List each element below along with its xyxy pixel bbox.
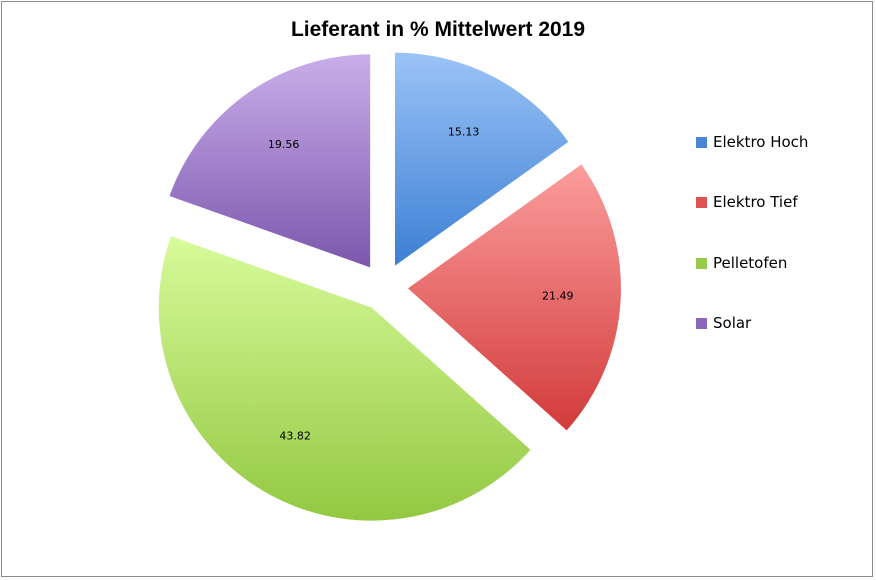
chart-title: Lieferant in % Mittelwert 2019 [290, 18, 586, 41]
data-label-elektro-tief: 21.49 [542, 290, 574, 303]
legend-label-pelletofen: Pelletofen [713, 254, 788, 272]
legend-swatch-elektro-tief [696, 196, 707, 208]
pie-slice-solar [169, 54, 371, 268]
legend-swatch-solar [696, 317, 707, 329]
pie-slice-elektro-tief [407, 164, 621, 431]
pie-slice-pelletofen [158, 236, 531, 521]
legend-label-elektro-hoch: Elektro Hoch [713, 133, 809, 151]
legend-label-solar: Solar [713, 314, 752, 332]
data-label-pelletofen: 43.82 [279, 430, 311, 443]
legend-item-pelletofen: Pelletofen [696, 251, 866, 275]
data-label-elektro-hoch: 15.13 [448, 125, 480, 138]
legend-swatch-elektro-hoch [696, 136, 707, 148]
legend-item-elektro-hoch: Elektro Hoch [696, 130, 866, 154]
pie-slice-elektro-hoch [394, 52, 569, 266]
legend-label-elektro-tief: Elektro Tief [713, 193, 798, 211]
legend-swatch-pelletofen [696, 257, 707, 269]
legend-item-solar: Solar [696, 311, 866, 335]
legend-item-elektro-tief: Elektro Tief [696, 190, 866, 214]
data-label-solar: 19.56 [268, 138, 300, 151]
